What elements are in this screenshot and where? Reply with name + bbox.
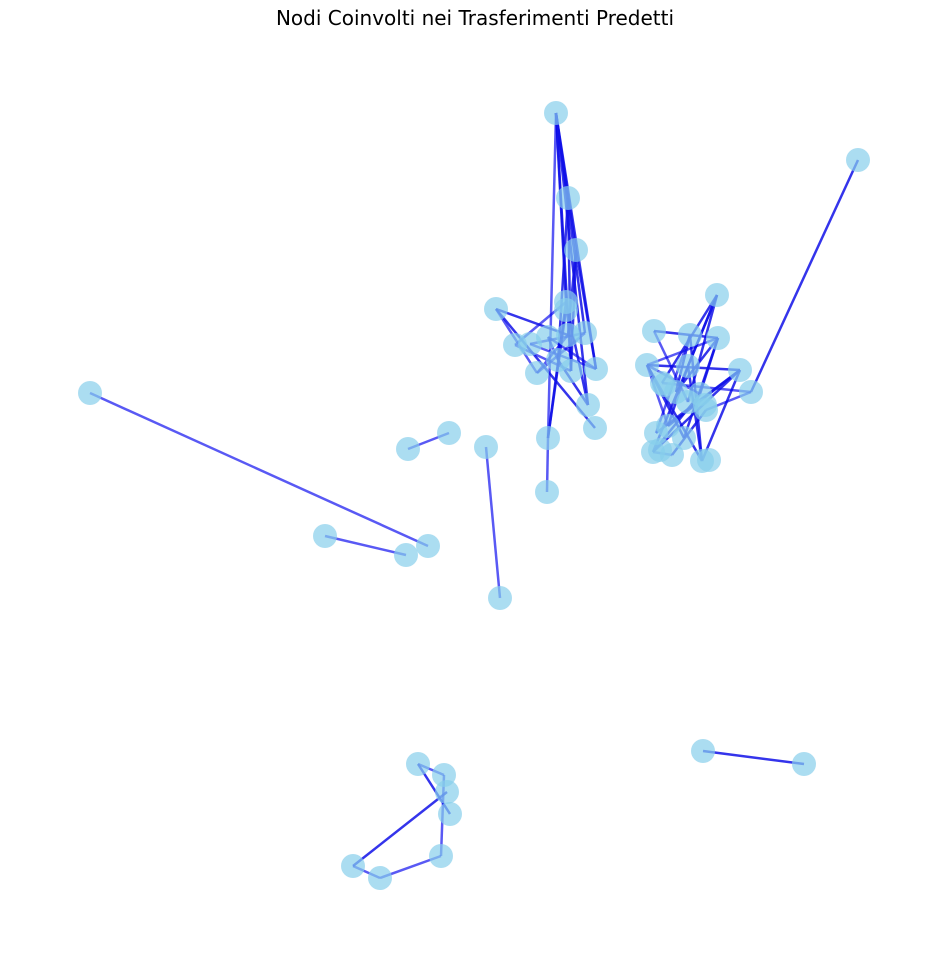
graph-node xyxy=(474,435,498,459)
graph-node xyxy=(576,393,600,417)
graph-node xyxy=(416,534,440,558)
graph-edge xyxy=(89,391,429,548)
graph-edge xyxy=(686,294,719,403)
graph-node xyxy=(635,353,659,377)
graph-node xyxy=(556,186,580,210)
graph-edge xyxy=(324,534,407,557)
graph-node xyxy=(706,326,730,350)
graph-node xyxy=(648,438,672,462)
graph-node xyxy=(739,380,763,404)
graph-node xyxy=(396,437,420,461)
graph-node xyxy=(368,866,392,890)
graph-node xyxy=(672,426,696,450)
graph-node xyxy=(503,333,527,357)
graph-node xyxy=(429,844,453,868)
graph-node xyxy=(438,802,462,826)
graph-edge xyxy=(574,249,598,370)
graph-node xyxy=(536,426,560,450)
graph-edge xyxy=(554,112,587,334)
graph-node xyxy=(728,358,752,382)
graph-node xyxy=(406,752,430,776)
graph-edge xyxy=(749,159,860,393)
graph-node xyxy=(525,361,549,385)
graph-node xyxy=(78,381,102,405)
graph-node xyxy=(697,448,721,472)
graph-node xyxy=(488,586,512,610)
graph-node xyxy=(435,780,459,804)
graph-edge xyxy=(484,446,502,599)
graph-edge xyxy=(700,369,742,462)
graph-node xyxy=(556,323,580,347)
diagram-title: Nodi Coinvolti nei Trasferimenti Predett… xyxy=(275,6,675,30)
graph-node xyxy=(341,854,365,878)
graph-node xyxy=(559,359,583,383)
graph-node xyxy=(691,739,715,763)
graph-node xyxy=(584,357,608,381)
graph-node xyxy=(583,416,607,440)
graph-node xyxy=(544,101,568,125)
node-layer xyxy=(78,101,870,890)
graph-node xyxy=(535,480,559,504)
graph-edge xyxy=(352,791,448,867)
graph-edge xyxy=(546,112,558,439)
edge-layer xyxy=(89,112,860,880)
graph-node xyxy=(678,323,702,347)
graph-node xyxy=(536,325,560,349)
graph-node xyxy=(437,421,461,445)
graph-node xyxy=(652,373,676,397)
graph-node xyxy=(564,238,588,262)
graph-node xyxy=(693,393,717,417)
graph-node xyxy=(846,148,870,172)
graph-node xyxy=(642,319,666,343)
graph-node xyxy=(394,543,418,567)
graph-node xyxy=(484,297,508,321)
graph-node xyxy=(792,752,816,776)
graph-edge xyxy=(702,749,805,766)
graph-node xyxy=(705,283,729,307)
graph-node xyxy=(554,298,578,322)
graph-node xyxy=(313,524,337,548)
graph-node xyxy=(676,354,700,378)
